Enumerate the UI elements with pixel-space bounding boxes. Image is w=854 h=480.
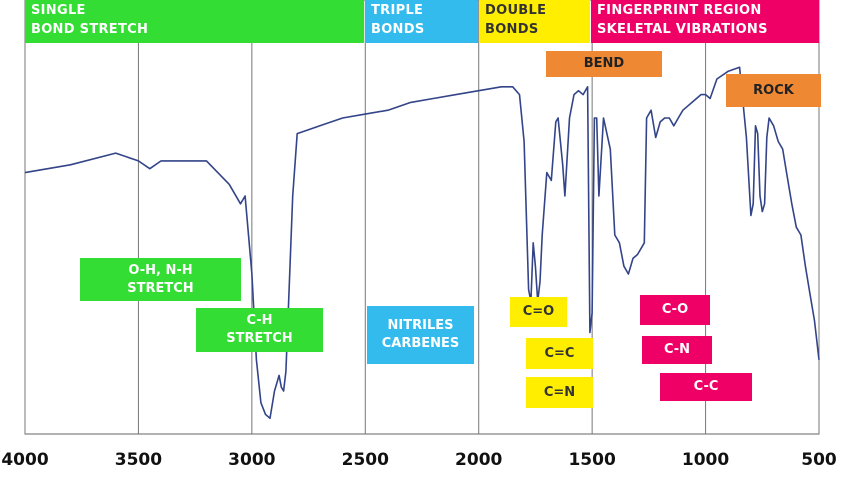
label-c-n-single-text: C-N bbox=[663, 342, 691, 357]
band-fingerprint-line-2: SKELETAL VIBRATIONS bbox=[597, 22, 768, 37]
band-triple-line-1: TRIPLE bbox=[371, 3, 424, 18]
label-ch-line-1: C-H bbox=[246, 313, 273, 328]
label-nitriles-line-1: NITRILES bbox=[387, 318, 454, 333]
plot-area bbox=[24, 0, 820, 435]
label-nitriles-line-2: CARBENES bbox=[381, 336, 460, 351]
label-c-c-double: C=C bbox=[526, 338, 593, 369]
x-tick-label-500: 500 bbox=[801, 450, 837, 470]
label-c-n-single: C-N bbox=[642, 336, 712, 364]
band-single-line-1: SINGLE bbox=[31, 3, 86, 18]
x-tick-label-1000: 1000 bbox=[681, 450, 730, 470]
label-c-c-single-text: C-C bbox=[693, 379, 719, 394]
x-tick-label-3500: 3500 bbox=[114, 450, 163, 470]
label-ch-line-2: STRETCH bbox=[226, 331, 293, 346]
x-tick-label-1500: 1500 bbox=[568, 450, 616, 470]
label-oh-nh-line-1: O-H, N-H bbox=[128, 262, 193, 278]
label-rock-text: ROCK bbox=[753, 82, 794, 98]
band-double-line-1: DOUBLE bbox=[485, 3, 547, 18]
band-double-line-2: BONDS bbox=[485, 22, 539, 37]
label-c-c-single: C-C bbox=[660, 373, 752, 401]
label-c-o-double: C=O bbox=[510, 297, 567, 327]
label-oh-nh-line-2: STRETCH bbox=[127, 280, 194, 296]
label-c-o-double-text: C=O bbox=[522, 304, 555, 319]
x-tick-label-4000: 4000 bbox=[1, 450, 49, 470]
band-triple-bonds: TRIPLE BONDS bbox=[365, 0, 478, 43]
band-fingerprint-region: FINGERPRINT REGION SKELETAL VIBRATIONS bbox=[591, 0, 819, 43]
label-nitriles-carbenes: NITRILES CARBENES bbox=[367, 306, 474, 364]
spectrum-line bbox=[24, 66, 820, 420]
label-bend: BEND bbox=[546, 51, 662, 77]
label-c-o-single-text: C-O bbox=[661, 302, 689, 317]
band-single-line-2: BOND STRETCH bbox=[31, 22, 149, 37]
x-tick-label-3000: 3000 bbox=[228, 450, 276, 470]
label-c-c-double-text: C=C bbox=[544, 345, 575, 361]
label-ch-stretch: C-H STRETCH bbox=[196, 308, 323, 352]
label-c-n-double: C=N bbox=[526, 377, 593, 408]
band-triple-line-2: BONDS bbox=[371, 22, 425, 37]
band-fingerprint-line-1: FINGERPRINT REGION bbox=[597, 3, 762, 18]
band-single-bond-stretch: SINGLE BOND STRETCH bbox=[25, 0, 364, 43]
label-bend-text: BEND bbox=[583, 56, 625, 71]
x-tick-label-2500: 2500 bbox=[341, 450, 389, 470]
label-oh-nh-stretch: O-H, N-H STRETCH bbox=[80, 258, 241, 301]
label-c-o-single: C-O bbox=[640, 295, 710, 325]
label-rock: ROCK bbox=[726, 74, 821, 107]
x-tick-label-2000: 2000 bbox=[455, 450, 503, 470]
band-double-bonds: DOUBLE BONDS bbox=[479, 0, 590, 43]
label-c-n-double-text: C=N bbox=[543, 384, 576, 400]
